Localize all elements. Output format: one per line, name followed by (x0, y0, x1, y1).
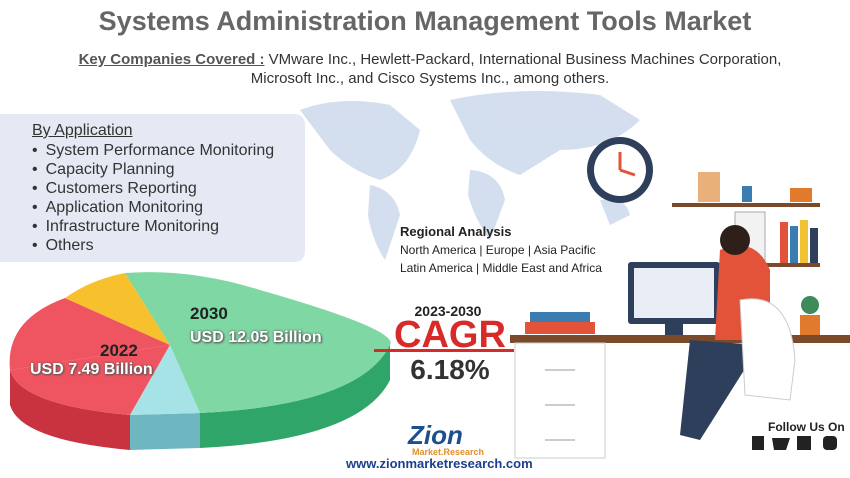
regional-heading: Regional Analysis (400, 224, 512, 239)
facebook-icon[interactable] (752, 436, 764, 450)
cagr-rule (374, 349, 514, 352)
segment-item: Capacity Planning (32, 160, 274, 179)
pie-chart (9, 272, 391, 450)
social-icons (752, 436, 837, 450)
instagram-icon[interactable] (823, 436, 837, 450)
segment-item: Customers Reporting (32, 179, 274, 198)
cagr-period: 2023-2030 (414, 303, 482, 319)
value-end: USD 12.05 Billion (190, 329, 322, 346)
twitter-icon[interactable] (772, 438, 790, 450)
segment-item: Application Monitoring (32, 198, 274, 217)
website[interactable]: www.zionmarketresearch.com (346, 456, 533, 471)
linkedin-icon[interactable] (797, 436, 811, 450)
regional-line: North America | Europe | Asia Pacific (400, 243, 596, 257)
companies: Key Companies Covered : VMware Inc., Hew… (60, 50, 800, 88)
cagr-value: 6.18% (410, 354, 490, 385)
segment-list: System Performance MonitoringCapacity Pl… (32, 141, 275, 255)
title: Systems Administration Management Tools … (98, 6, 752, 36)
follow-label: Follow Us On (768, 420, 845, 434)
companies-label: Key Companies Covered : (78, 51, 265, 68)
cagr-label: CAGR (394, 314, 506, 356)
regional-line: Latin America | Middle East and Africa (400, 261, 602, 275)
brand: Zion (408, 420, 463, 450)
brand-sub: Market.Research (412, 447, 485, 457)
segment-item: System Performance Monitoring (32, 141, 275, 160)
value-start: USD 7.49 Billion (30, 361, 153, 378)
year-start: 2022 (100, 341, 138, 360)
world-map (300, 91, 640, 260)
segment-heading: By Application (32, 122, 133, 139)
clock (587, 137, 653, 203)
desk-scene (510, 225, 850, 459)
companies-text: VMware Inc., Hewlett-Packard, Internatio… (250, 51, 782, 87)
segment-item: Infrastructure Monitoring (32, 217, 274, 236)
segment-item: Others (32, 236, 274, 255)
year-end: 2030 (190, 304, 228, 323)
